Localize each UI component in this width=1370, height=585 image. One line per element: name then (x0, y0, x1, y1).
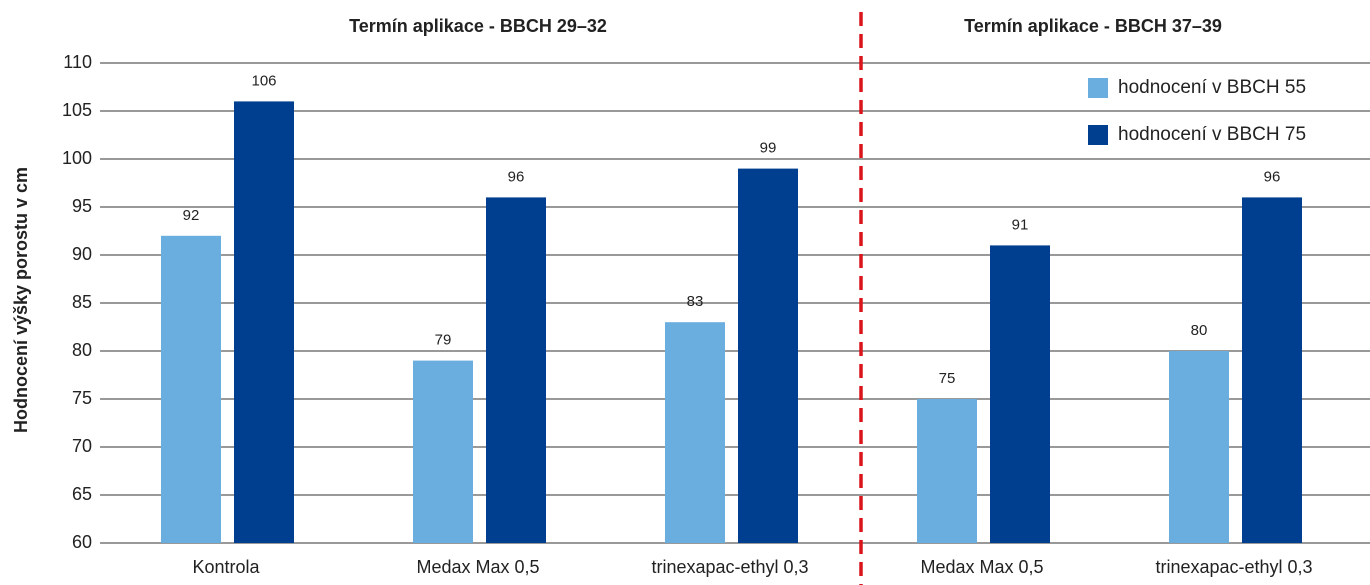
value-label: 91 (1012, 216, 1029, 233)
section-header: Termín aplikace - BBCH 37–39 (964, 16, 1222, 36)
bar (1242, 197, 1302, 543)
bar (413, 360, 473, 543)
value-label: 79 (435, 332, 452, 349)
value-label: 96 (1264, 168, 1281, 185)
x-tick-label: Kontrola (192, 557, 260, 577)
x-tick-label: trinexapac-ethyl 0,3 (1155, 557, 1312, 577)
legend-label: hodnocení v BBCH 55 (1118, 77, 1306, 98)
value-label: 92 (183, 207, 200, 224)
value-label: 96 (508, 168, 525, 185)
y-tick-label: 85 (72, 292, 92, 312)
value-label: 75 (939, 370, 956, 387)
y-tick-label: 60 (72, 532, 92, 552)
bar (665, 322, 725, 543)
value-label: 80 (1191, 322, 1208, 339)
bar (1169, 351, 1229, 543)
y-tick-label: 70 (72, 436, 92, 456)
value-label: 106 (251, 72, 276, 89)
bar (486, 197, 546, 543)
bar (990, 245, 1050, 543)
bar (161, 235, 221, 544)
y-tick-label: 95 (72, 196, 92, 216)
bar (917, 399, 977, 543)
y-tick-label: 75 (72, 388, 92, 408)
legend-label: hodnocení v BBCH 75 (1118, 124, 1306, 145)
y-tick-label: 90 (72, 244, 92, 264)
y-axis-title: Hodnocení výšky porostu v cm (11, 167, 31, 433)
x-tick-label: Medax Max 0,5 (416, 557, 539, 577)
value-label: 99 (760, 140, 777, 157)
y-tick-label: 105 (62, 100, 92, 120)
legend-swatch (1088, 78, 1108, 98)
x-tick-label: Medax Max 0,5 (920, 557, 1043, 577)
y-tick-label: 65 (72, 484, 92, 504)
y-tick-label: 80 (72, 340, 92, 360)
value-label: 83 (687, 293, 704, 310)
bar (234, 101, 294, 544)
y-tick-label: 110 (63, 52, 92, 72)
x-tick-label: trinexapac-ethyl 0,3 (651, 557, 808, 577)
legend-swatch (1088, 125, 1108, 145)
y-tick-label: 100 (62, 148, 92, 168)
section-header: Termín aplikace - BBCH 29–32 (349, 16, 607, 36)
bar (738, 168, 798, 543)
